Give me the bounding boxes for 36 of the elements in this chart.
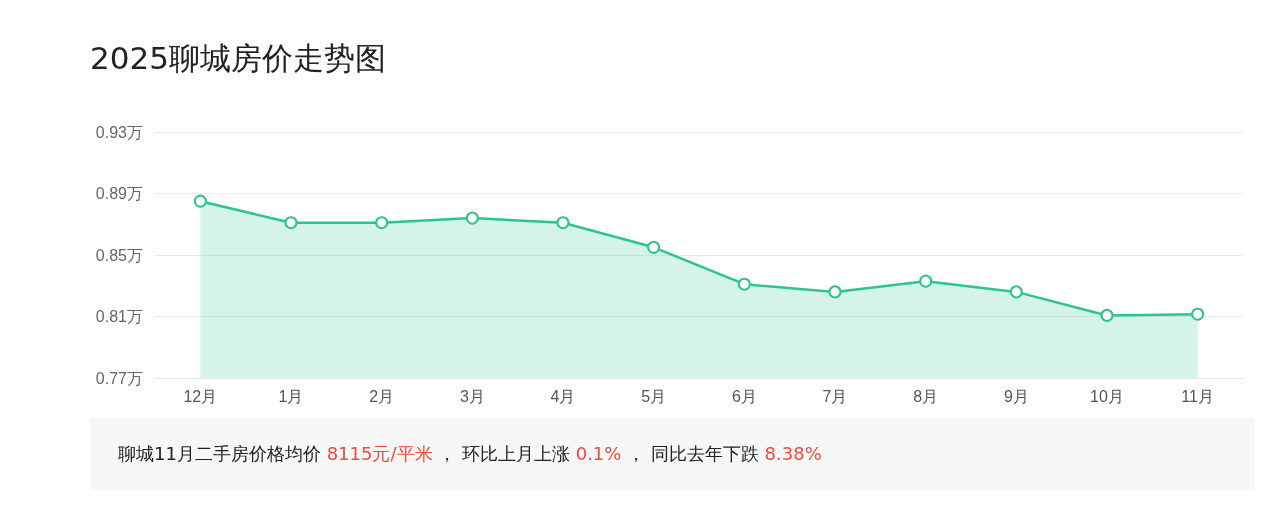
point: [465, 211, 479, 225]
text: 8.38%: [764, 443, 822, 464]
point: [193, 194, 207, 208]
x-tick-label: 7月: [822, 387, 848, 405]
point: [919, 274, 933, 288]
x-tick-label: 8月: [913, 387, 939, 405]
y-tick-label: 0.93万: [95, 123, 143, 141]
point: [737, 277, 751, 291]
x-tick-label: 4月: [550, 387, 576, 405]
x-tick-label: 10月: [1090, 387, 1124, 405]
text: ， 环比上月上涨: [437, 443, 571, 464]
x-tick-label: 5月: [641, 387, 667, 405]
x-tick-label: 11月: [1181, 387, 1214, 405]
y-tick-label: 0.77万: [95, 369, 143, 387]
x-tick-label: 3月: [459, 387, 485, 405]
point: [647, 240, 661, 254]
point: [1191, 307, 1205, 321]
y-tick-label: 0.85万: [95, 246, 143, 264]
text: 8115元/平米: [326, 443, 433, 464]
point: [1100, 308, 1114, 322]
x-tick-label: 6月: [731, 387, 757, 405]
point: [375, 216, 389, 230]
point: [284, 216, 298, 230]
point: [1009, 285, 1023, 299]
y-tick-label: 0.89万: [95, 185, 143, 202]
x-tick-label: 1月: [278, 387, 304, 405]
point: [828, 285, 842, 299]
text: 聊城11月二手房价格均价: [118, 443, 322, 464]
point: [556, 216, 570, 230]
text: ， 同比去年下跌: [626, 443, 760, 464]
chart-title: 2025聊城房价走势图: [90, 39, 386, 78]
x-tick-label: 9月: [1003, 387, 1029, 405]
x-tick-label: 12月: [183, 387, 218, 405]
x-tick-label: 2月: [369, 387, 395, 405]
text: 0.1%: [575, 443, 622, 464]
y-tick-label: 0.81万: [95, 308, 143, 325]
